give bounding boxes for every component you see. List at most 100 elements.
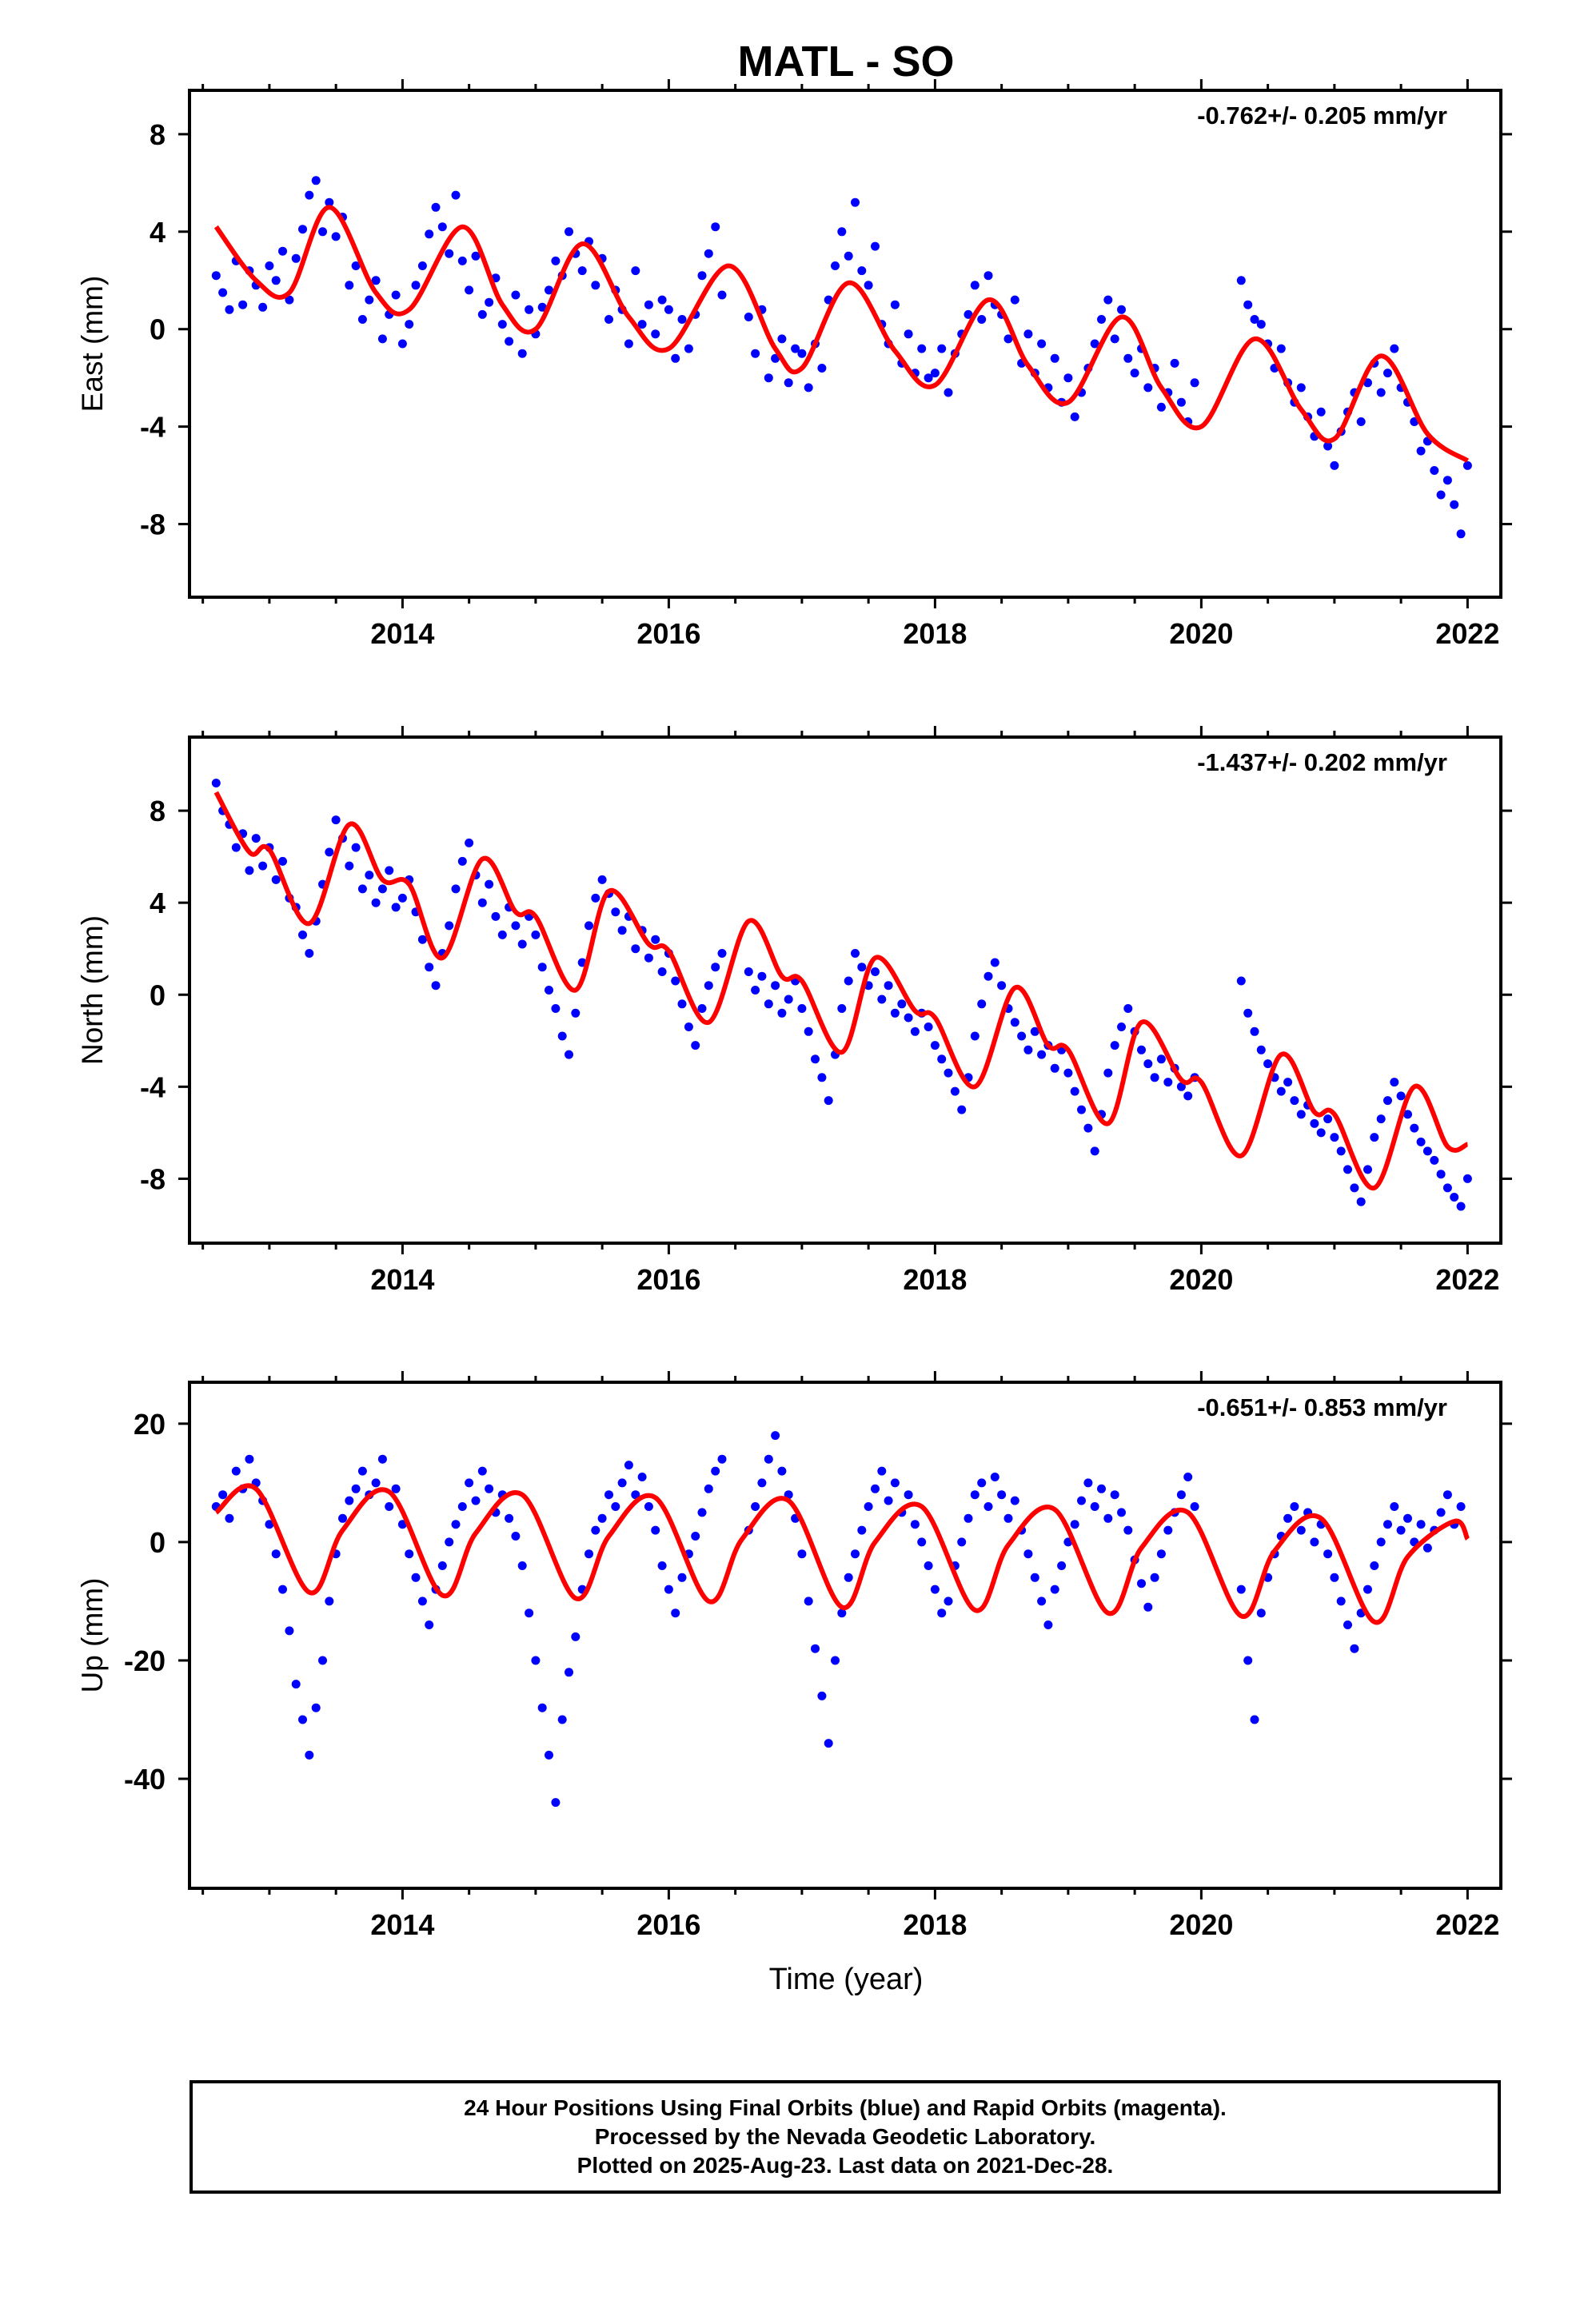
east-data-point bbox=[451, 190, 461, 200]
east-data-point bbox=[844, 251, 853, 261]
up-data-point bbox=[265, 1520, 274, 1529]
up-data-point bbox=[545, 1750, 553, 1760]
up-data-point bbox=[857, 1525, 867, 1535]
north-data-point bbox=[744, 967, 753, 976]
east-data-point bbox=[637, 320, 647, 329]
north-data-point bbox=[531, 930, 541, 939]
east-data-point bbox=[551, 256, 561, 265]
east-data-point bbox=[397, 339, 407, 349]
east-data-point bbox=[1123, 353, 1133, 363]
east-data-point bbox=[657, 295, 667, 305]
north-data-point bbox=[1403, 1110, 1412, 1119]
north-data-point bbox=[784, 995, 793, 1004]
up-data-point bbox=[1416, 1520, 1426, 1529]
east-data-point bbox=[1256, 320, 1266, 329]
east-data-point bbox=[1117, 305, 1126, 314]
up-data-point bbox=[624, 1461, 633, 1470]
east-data-point bbox=[265, 261, 274, 270]
north-data-point bbox=[231, 843, 241, 852]
east-data-point bbox=[837, 227, 847, 237]
north-data-point bbox=[711, 963, 720, 972]
up-data-point bbox=[711, 1466, 720, 1476]
north-data-point bbox=[1110, 1041, 1119, 1050]
up-data-point bbox=[1050, 1585, 1059, 1594]
east-data-point bbox=[325, 197, 334, 207]
east-data-point bbox=[924, 373, 933, 383]
east-data-point bbox=[711, 222, 720, 232]
north-xtick-label: 2020 bbox=[1169, 1263, 1233, 1296]
north-data-point bbox=[1316, 1128, 1326, 1138]
east-data-point bbox=[1176, 397, 1186, 407]
east-data-point bbox=[1376, 388, 1386, 397]
north-data-point bbox=[704, 981, 713, 991]
east-data-point bbox=[1363, 378, 1372, 388]
north-data-point bbox=[1436, 1170, 1446, 1179]
up-data-point bbox=[1163, 1525, 1173, 1535]
up-data-point bbox=[851, 1549, 860, 1559]
east-data-point bbox=[1236, 276, 1246, 285]
up-data-point bbox=[1256, 1608, 1266, 1618]
east-data-point bbox=[1323, 441, 1333, 451]
up-xtick-label: 2018 bbox=[903, 1908, 967, 1941]
up-data-point bbox=[691, 1532, 700, 1541]
north-data-point bbox=[385, 866, 394, 875]
north-data-point bbox=[1283, 1078, 1293, 1087]
north-data-point bbox=[890, 1008, 900, 1018]
east-data-point bbox=[797, 349, 807, 358]
east-data-point bbox=[1003, 334, 1013, 344]
east-data-point bbox=[890, 300, 900, 309]
east-data-point bbox=[411, 281, 421, 290]
east-data-point bbox=[777, 334, 787, 344]
up-data-point bbox=[1396, 1525, 1406, 1535]
up-data-point bbox=[1037, 1597, 1047, 1606]
north-data-point bbox=[977, 999, 987, 1009]
up-data-point bbox=[457, 1502, 467, 1511]
north-data-point bbox=[904, 1013, 913, 1022]
east-data-point bbox=[1090, 339, 1099, 349]
up-data-point bbox=[271, 1549, 281, 1559]
east-data-point bbox=[604, 315, 613, 324]
north-data-point bbox=[571, 1008, 581, 1018]
north-data-point bbox=[844, 976, 853, 986]
north-data-point bbox=[757, 971, 767, 981]
up-data-point bbox=[471, 1496, 481, 1505]
north-data-point bbox=[1010, 1018, 1019, 1027]
up-data-point bbox=[585, 1549, 593, 1559]
north-data-point bbox=[970, 1031, 980, 1041]
up-data-point bbox=[764, 1454, 773, 1464]
east-data-point bbox=[697, 271, 707, 281]
north-data-point bbox=[877, 995, 887, 1004]
east-data-point bbox=[1462, 460, 1472, 470]
north-data-point bbox=[537, 963, 547, 972]
east-xtick-label: 2014 bbox=[370, 617, 434, 650]
east-data-point bbox=[1037, 339, 1047, 349]
up-data-point bbox=[405, 1549, 414, 1559]
up-data-point bbox=[517, 1561, 527, 1570]
north-ytick-label: 0 bbox=[150, 979, 166, 1011]
up-data-point bbox=[477, 1466, 487, 1476]
east-xtick-label: 2022 bbox=[1435, 617, 1499, 650]
east-data-point bbox=[904, 329, 913, 339]
east-y-axis-label: East (mm) bbox=[76, 276, 109, 413]
north-data-point bbox=[997, 981, 1007, 991]
east-data-point bbox=[631, 266, 640, 276]
up-data-point bbox=[1463, 0, 1472, 5]
north-data-point bbox=[1256, 1045, 1266, 1054]
east-data-point bbox=[1110, 334, 1119, 344]
east-ytick-label: 4 bbox=[150, 216, 166, 249]
figure-title: MATL - SO bbox=[738, 38, 955, 86]
east-data-point bbox=[218, 288, 228, 297]
up-data-point bbox=[937, 1608, 947, 1618]
north-data-point bbox=[1083, 1123, 1093, 1133]
east-points-layer bbox=[211, 176, 1472, 539]
north-data-point bbox=[1442, 1183, 1452, 1193]
east-data-point bbox=[357, 315, 367, 324]
up-data-point bbox=[837, 1608, 847, 1618]
east-data-point bbox=[871, 241, 880, 251]
up-data-point bbox=[1330, 1573, 1339, 1582]
east-data-point bbox=[744, 313, 753, 321]
north-data-point bbox=[357, 884, 367, 894]
up-data-point bbox=[924, 1561, 933, 1570]
up-data-point bbox=[1190, 1502, 1199, 1511]
up-data-point bbox=[751, 1502, 760, 1511]
